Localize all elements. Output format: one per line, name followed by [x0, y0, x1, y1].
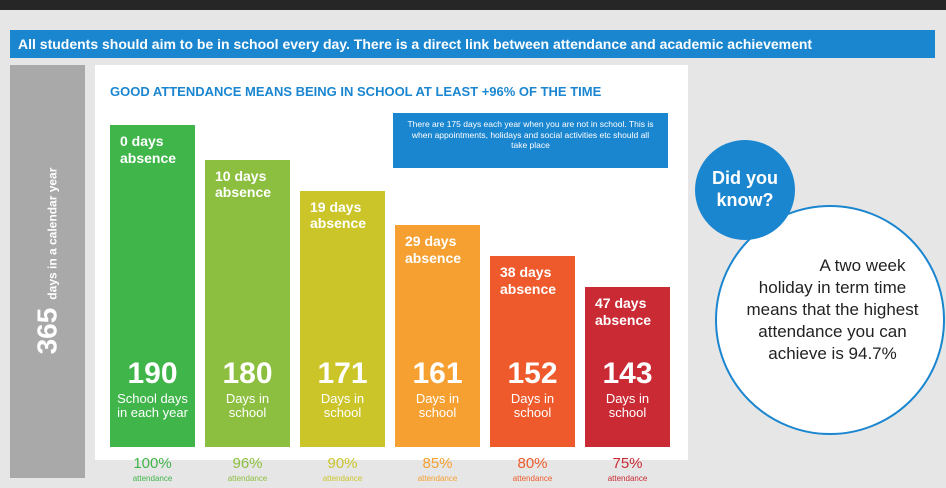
- bar: 47 days absence 143 Days in school: [585, 287, 670, 447]
- callout-text: A two week holiday in term time means th…: [746, 256, 919, 364]
- callout-badge: Did you know?: [695, 140, 795, 240]
- days-caption: Days in school: [510, 390, 555, 421]
- attendance-label: 75%: [612, 455, 643, 472]
- bar: 29 days absence 161 Days in school: [395, 225, 480, 447]
- attendance-label: 100%: [133, 455, 172, 472]
- absence-label: 0 days absence: [120, 133, 177, 166]
- absence-label: 47 days absence: [595, 295, 652, 328]
- side-label: days in a calendar year: [45, 167, 60, 300]
- attendance-label: 80%: [517, 455, 548, 472]
- absence-label: 10 days absence: [215, 167, 272, 201]
- bar: 0 days absence 190 School days in each yea…: [110, 125, 195, 447]
- top-strip: [0, 0, 946, 10]
- days-label: 152: [507, 356, 558, 390]
- side-bar: 365 days in a calendar year: [10, 65, 85, 478]
- days-caption: Days in school: [415, 390, 460, 421]
- bar: 19 days absence 171 Days in school: [300, 190, 385, 447]
- attendance-caption: attendance: [227, 474, 268, 483]
- absence-label: 19 days absence: [310, 198, 367, 232]
- attendance-caption: attendance: [607, 474, 648, 483]
- bar: 10 days absence 180 Days in school: [205, 159, 290, 447]
- callout-circle: [715, 205, 945, 435]
- chart-title: GOOD ATTENDANCE MEANS BEING IN SCHOOL AT…: [110, 84, 602, 99]
- days-caption: Days in school: [225, 390, 270, 421]
- attendance-label: 85%: [422, 455, 453, 472]
- note: There are 175 days each year when you ar…: [393, 113, 668, 168]
- days-caption: School days in each year: [117, 390, 188, 421]
- side-text: 365 days in a calendar year: [32, 74, 64, 449]
- bar: 38 days absence 152 Days in school: [490, 256, 575, 447]
- days-caption: Days in school: [605, 390, 650, 421]
- days-caption: Days in school: [320, 390, 365, 421]
- attendance-caption: attendance: [132, 474, 173, 483]
- days-label: 171: [317, 356, 368, 390]
- absence-label: 38 days absence: [500, 264, 557, 297]
- side-number: 365: [31, 307, 63, 355]
- attendance-caption: attendance: [512, 474, 553, 483]
- days-label: 143: [602, 356, 653, 390]
- attendance-caption: attendance: [417, 474, 458, 483]
- attendance-caption: attendance: [322, 474, 363, 483]
- days-label: 180: [222, 356, 273, 390]
- banner: All students should aim to be in school …: [10, 30, 935, 58]
- days-label: 161: [412, 356, 463, 390]
- days-label: 190: [127, 356, 178, 390]
- absence-label: 29 days absence: [405, 233, 462, 266]
- attendance-label: 90%: [327, 455, 358, 472]
- attendance-label: 96%: [232, 455, 263, 472]
